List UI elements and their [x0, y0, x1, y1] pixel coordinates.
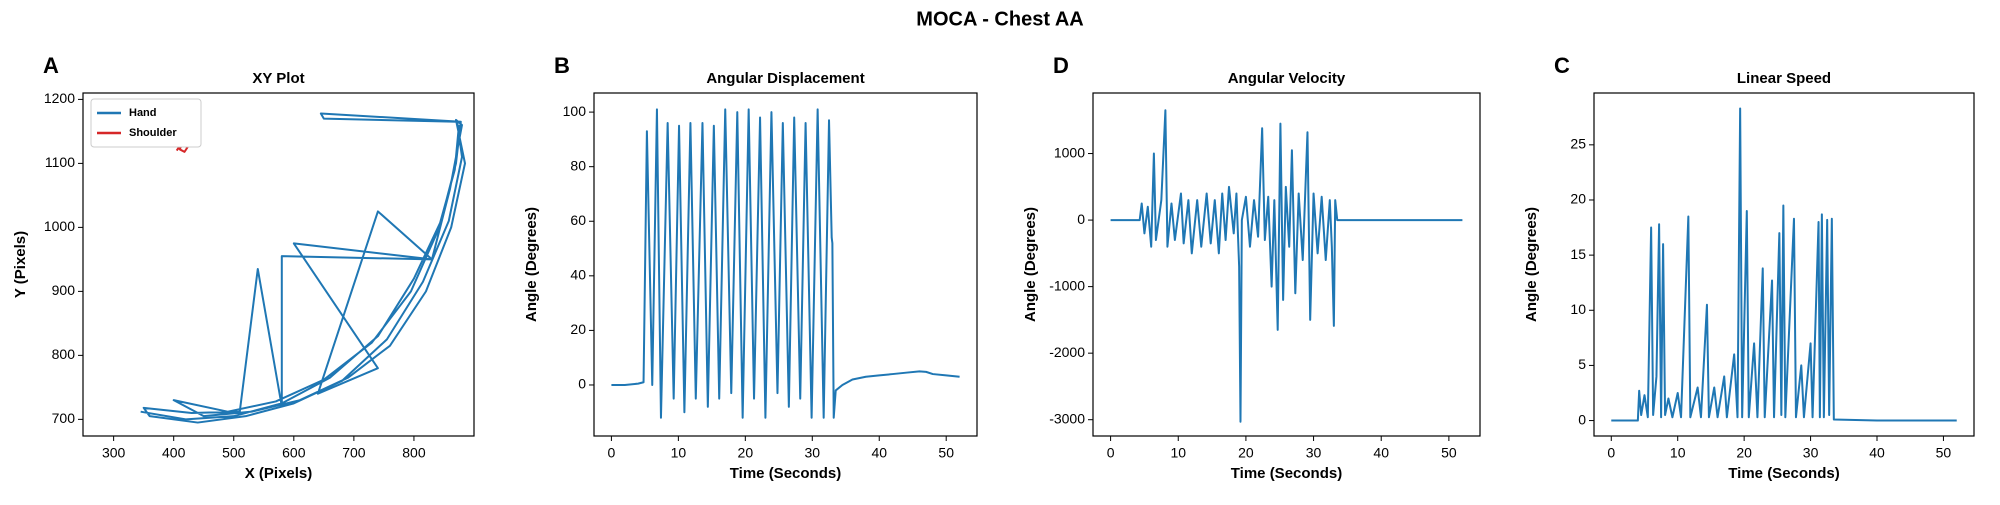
x-tick-label: 500 — [222, 445, 246, 461]
y-tick-label: 15 — [1570, 246, 1586, 262]
x-tick-label: 30 — [804, 445, 820, 461]
x-axis-label: Time (Seconds) — [1728, 465, 1839, 482]
y-tick-label: -1000 — [1049, 277, 1085, 293]
legend-box — [90, 98, 202, 148]
x-tick-label: 0 — [1107, 445, 1115, 461]
x-tick-label: 50 — [1441, 445, 1457, 461]
x-tick-label: 400 — [162, 445, 186, 461]
x-tick-label: 30 — [1803, 445, 1819, 461]
x-axis-label: X (Pixels) — [245, 465, 313, 482]
y-tick-label: 0 — [1077, 211, 1085, 227]
x-tick-label: 300 — [102, 445, 126, 461]
data-line — [611, 108, 960, 419]
y-axis-label: Y (Pixels) — [12, 231, 29, 298]
y-tick-label: 60 — [570, 212, 586, 228]
y-tick-label: 10 — [1570, 301, 1586, 317]
y-tick-label: -2000 — [1049, 344, 1085, 360]
panel-label: C — [1554, 53, 1570, 78]
x-tick-label: 40 — [1869, 445, 1885, 461]
y-tick-label: 800 — [52, 346, 76, 362]
y-tick-label: 0 — [1578, 411, 1586, 427]
data-line — [1611, 107, 1957, 422]
y-axis-label: Angle (Degrees) — [1523, 207, 1540, 322]
x-tick-label: 10 — [1670, 445, 1686, 461]
x-axis-label: Time (Seconds) — [730, 465, 841, 482]
plot-area — [611, 108, 960, 419]
x-tick-label: 50 — [938, 445, 954, 461]
x-tick-label: 10 — [671, 445, 687, 461]
y-tick-label: -3000 — [1049, 410, 1085, 426]
x-tick-label: 20 — [1238, 445, 1254, 461]
y-tick-label: 20 — [570, 321, 586, 337]
x-tick-label: 0 — [1607, 445, 1615, 461]
y-axis-label: Angle (Degrees) — [1022, 207, 1039, 322]
x-tick-label: 0 — [608, 445, 616, 461]
x-tick-label: 20 — [1736, 445, 1752, 461]
panel-title: Linear Speed — [1737, 70, 1831, 87]
legend-label: Shoulder — [129, 127, 177, 139]
x-tick-label: 10 — [1170, 445, 1186, 461]
panel-label: B — [554, 53, 570, 78]
y-tick-label: 40 — [570, 267, 586, 283]
y-tick-label: 1000 — [1054, 144, 1085, 160]
axes-frame — [1593, 92, 1975, 437]
axes-frame — [593, 92, 978, 437]
panel-title: Angular Displacement — [706, 70, 864, 87]
data-line — [140, 112, 466, 424]
figure-title: MOCA - Chest AA — [916, 8, 1083, 30]
y-tick-label: 80 — [570, 157, 586, 173]
y-axis-label: Angle (Degrees) — [523, 207, 540, 322]
axes-frame — [82, 92, 475, 437]
x-tick-label: 600 — [282, 445, 306, 461]
x-tick-label: 700 — [342, 445, 366, 461]
y-tick-label: 900 — [52, 282, 76, 298]
panel-title: XY Plot — [252, 70, 304, 87]
x-tick-label: 40 — [1373, 445, 1389, 461]
x-tick-label: 30 — [1306, 445, 1322, 461]
data-line — [1110, 109, 1463, 423]
panel-label: A — [43, 53, 59, 78]
x-tick-label: 20 — [738, 445, 754, 461]
y-tick-label: 5 — [1578, 356, 1586, 372]
y-tick-label: 20 — [1570, 191, 1586, 207]
x-tick-label: 50 — [1936, 445, 1952, 461]
y-tick-label: 1100 — [45, 154, 75, 170]
plot-area — [1611, 107, 1957, 422]
y-tick-label: 0 — [578, 376, 586, 392]
y-tick-label: 1200 — [44, 90, 75, 106]
panel-label: D — [1053, 53, 1069, 78]
x-axis-label: Time (Seconds) — [1231, 465, 1342, 482]
y-tick-label: 700 — [52, 410, 76, 426]
y-tick-label: 100 — [563, 103, 587, 119]
x-tick-label: 40 — [871, 445, 887, 461]
y-tick-label: 25 — [1570, 136, 1586, 152]
legend-label: Hand — [129, 107, 157, 119]
y-tick-label: 1000 — [44, 218, 75, 234]
plot-area — [1110, 109, 1463, 423]
x-tick-label: 800 — [402, 445, 426, 461]
axes-frame — [1092, 92, 1481, 437]
panel-title: Angular Velocity — [1228, 70, 1346, 87]
